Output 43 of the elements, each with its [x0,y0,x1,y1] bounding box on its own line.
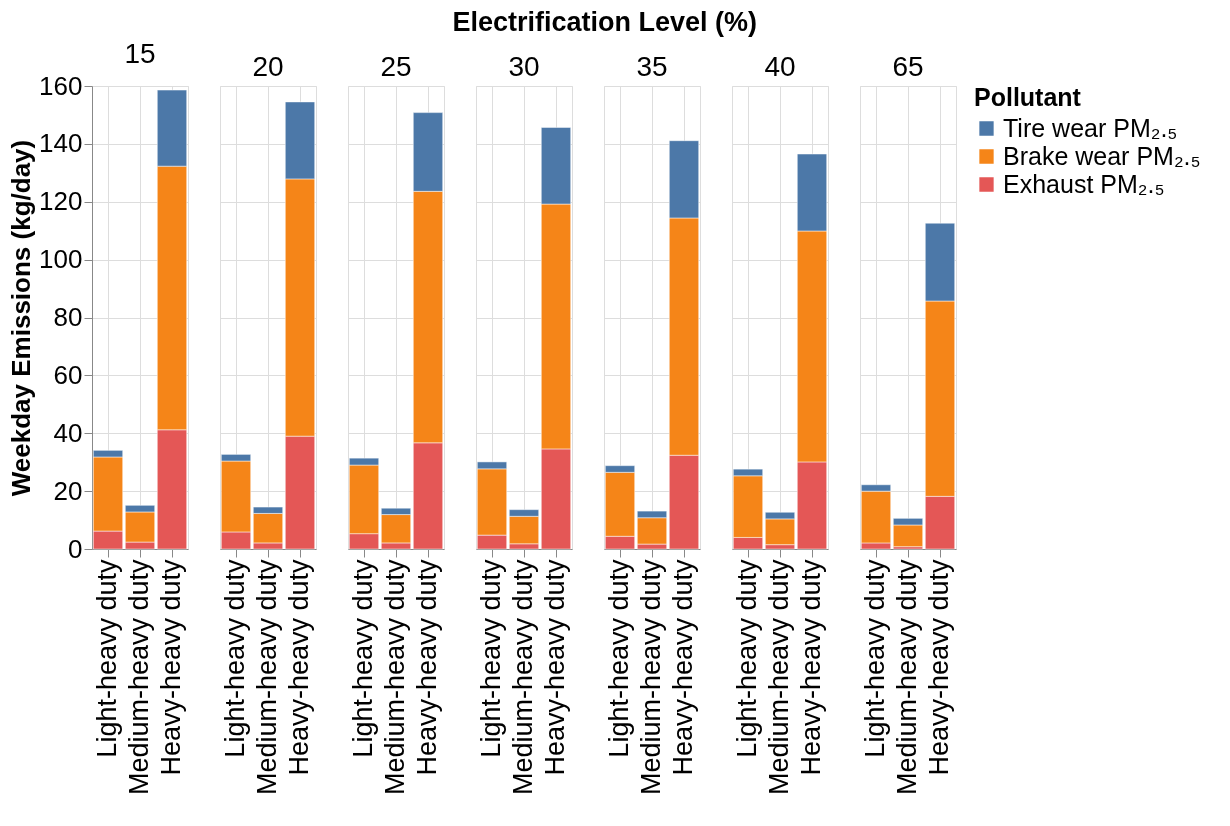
x-tick-label: Medium-heavy duty [508,559,538,796]
y-tick-label: 40 [53,417,83,448]
chart-title: 15 [124,38,156,69]
y-tick-label: 140 [39,128,83,159]
legend-label: Exhaust PM₂.₅ [1003,169,1165,198]
x-tick-label: Light-heavy duty [476,559,506,758]
x-tick-label: Heavy-heavy duty [540,559,570,776]
y-tick-label: 20 [53,475,83,506]
chart-title: 25 [380,51,412,82]
chart-title: 40 [764,51,796,82]
x-tick-label: Light-heavy duty [732,559,762,758]
x-tick-label: Heavy-heavy duty [156,559,186,776]
x-tick-label: Medium-heavy duty [124,559,154,796]
x-tick-label: Light-heavy duty [604,559,634,758]
x-tick-label: Light-heavy duty [348,559,378,758]
y-tick-label: 120 [39,186,83,217]
y-tick-label: 80 [53,302,83,332]
legend-title: Pollutant [974,83,1082,111]
x-tick-label: Light-heavy duty [220,559,250,758]
text: Electrification Level (%) [452,6,758,37]
x-tick-label: Light-heavy duty [860,559,890,758]
x-tick-label: Medium-heavy duty [636,559,666,796]
legend-label: Brake wear PM₂.₅ [1003,141,1201,170]
y-axis-title: Weekday Emissions (kg/day) [6,139,37,497]
x-tick-label: Heavy-heavy duty [924,559,954,776]
legend-label: Tire wear PM₂.₅ [1003,113,1178,142]
x-tick-label: Medium-heavy duty [380,559,410,796]
x-tick-label: Medium-heavy duty [892,559,922,796]
x-tick-label: Heavy-heavy duty [284,559,314,776]
chart-title: 30 [508,51,540,82]
y-tick-label: 100 [39,244,83,275]
x-tick-label: Medium-heavy duty [252,559,282,796]
y-tick-label: 60 [53,359,83,390]
y-tick-label: 160 [39,70,83,101]
x-tick-label: Heavy-heavy duty [412,559,442,776]
x-tick-label: Heavy-heavy duty [796,559,826,776]
x-tick-label: Medium-heavy duty [764,559,794,796]
chart-title: 35 [636,51,668,82]
x-tick-label: Light-heavy duty [92,559,122,758]
chart-title: 65 [892,51,924,82]
x-tick-label: Heavy-heavy duty [668,559,698,776]
y-tick-label: 0 [68,533,83,564]
chart-title: 20 [252,51,284,82]
